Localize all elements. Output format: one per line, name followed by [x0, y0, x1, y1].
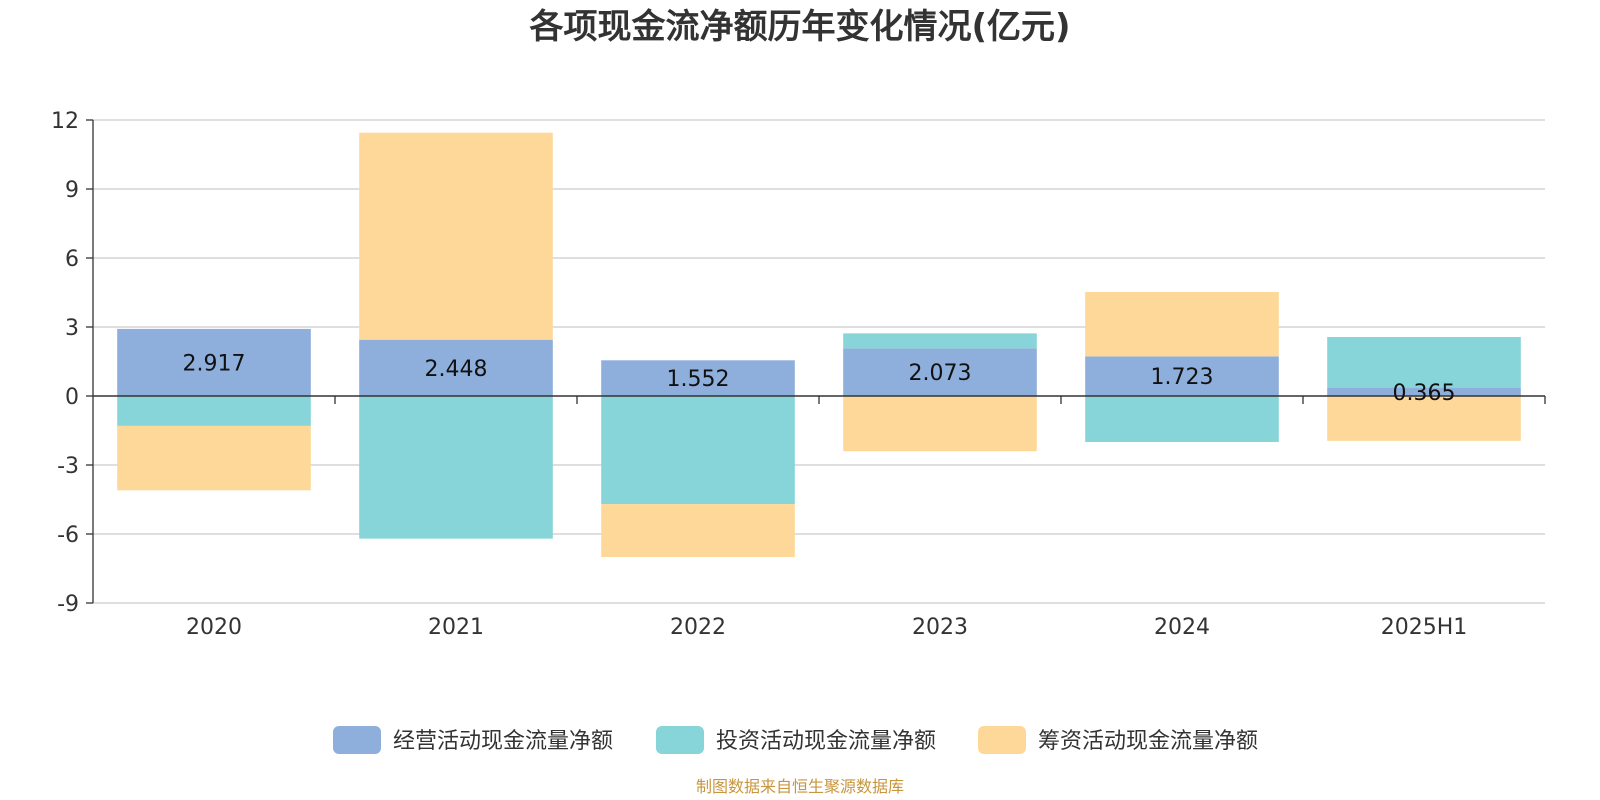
x-tick-label: 2024 — [1154, 615, 1210, 640]
bars — [117, 132, 1521, 557]
bar-2021-series-1[interactable] — [359, 396, 553, 539]
y-tick-label: 9 — [65, 178, 79, 203]
bar-2021-series-0[interactable] — [359, 339, 553, 396]
legend: 经营活动现金流量净额 投资活动现金流量净额 筹资活动现金流量净额 — [333, 726, 1258, 754]
x-tick-label: 2025H1 — [1381, 615, 1468, 640]
y-tick-label: 3 — [65, 316, 79, 341]
grid-lines — [93, 119, 1545, 604]
bar-2024-series-2[interactable] — [1085, 291, 1279, 357]
data-label: 1.552 — [667, 367, 730, 392]
x-tick-label: 2020 — [186, 615, 242, 640]
legend-swatch[interactable] — [656, 726, 704, 754]
bar-2020-series-2[interactable] — [117, 425, 311, 491]
legend-swatch[interactable] — [978, 726, 1026, 754]
bar-2024-series-1[interactable] — [1085, 396, 1279, 442]
bar-2024-series-0[interactable] — [1085, 356, 1279, 396]
legend-label[interactable]: 投资活动现金流量净额 — [716, 729, 936, 754]
bar-2020-series-1[interactable] — [117, 396, 311, 426]
y-tick-label: -3 — [57, 454, 79, 479]
y-tick-label: 0 — [65, 385, 79, 410]
bar-2021-series-2[interactable] — [359, 132, 553, 340]
y-tick-label: -6 — [57, 523, 79, 548]
x-tick-label: 2023 — [912, 615, 968, 640]
y-tick-label: 12 — [51, 109, 79, 134]
data-labels: 2.917 2.448 1.552 2.073 1.723 0.365 — [183, 351, 1456, 405]
bar-2022-series-1[interactable] — [601, 396, 795, 505]
data-label: 1.723 — [1151, 365, 1214, 390]
y-tick-label: -9 — [57, 592, 79, 617]
bar-2023-series-0[interactable] — [843, 348, 1037, 396]
x-tick-label: 2021 — [428, 615, 484, 640]
source-note: 制图数据来自恒生聚源数据库 — [696, 777, 904, 796]
x-tick-label: 2022 — [670, 615, 726, 640]
y-tick-label: 6 — [65, 247, 79, 272]
legend-swatch[interactable] — [333, 726, 381, 754]
bar-2025H1-series-0[interactable] — [1327, 387, 1521, 396]
bar-2025H1-series-2[interactable] — [1327, 396, 1521, 441]
bar-2023-series-1[interactable] — [843, 333, 1037, 349]
bar-2023-series-2[interactable] — [843, 396, 1037, 452]
bar-2022-series-2[interactable] — [601, 504, 795, 557]
data-label: 2.917 — [183, 351, 246, 376]
chart-title: 各项现金流净额历年变化情况(亿元) — [529, 7, 1070, 47]
legend-label[interactable]: 筹资活动现金流量净额 — [1038, 729, 1258, 754]
data-label: 2.073 — [909, 361, 972, 386]
bar-2025H1-series-1[interactable] — [1327, 337, 1521, 388]
bar-2020-series-0[interactable] — [117, 328, 311, 396]
axes: 12 9 6 3 0 -3 -6 -9 2020 2021 2022 2023 2024 2025H1 — [51, 109, 1546, 640]
legend-label[interactable]: 经营活动现金流量净额 — [393, 729, 613, 754]
bar-2022-series-0[interactable] — [601, 360, 795, 396]
data-label: 0.365 — [1393, 381, 1456, 406]
data-label: 2.448 — [425, 357, 488, 382]
